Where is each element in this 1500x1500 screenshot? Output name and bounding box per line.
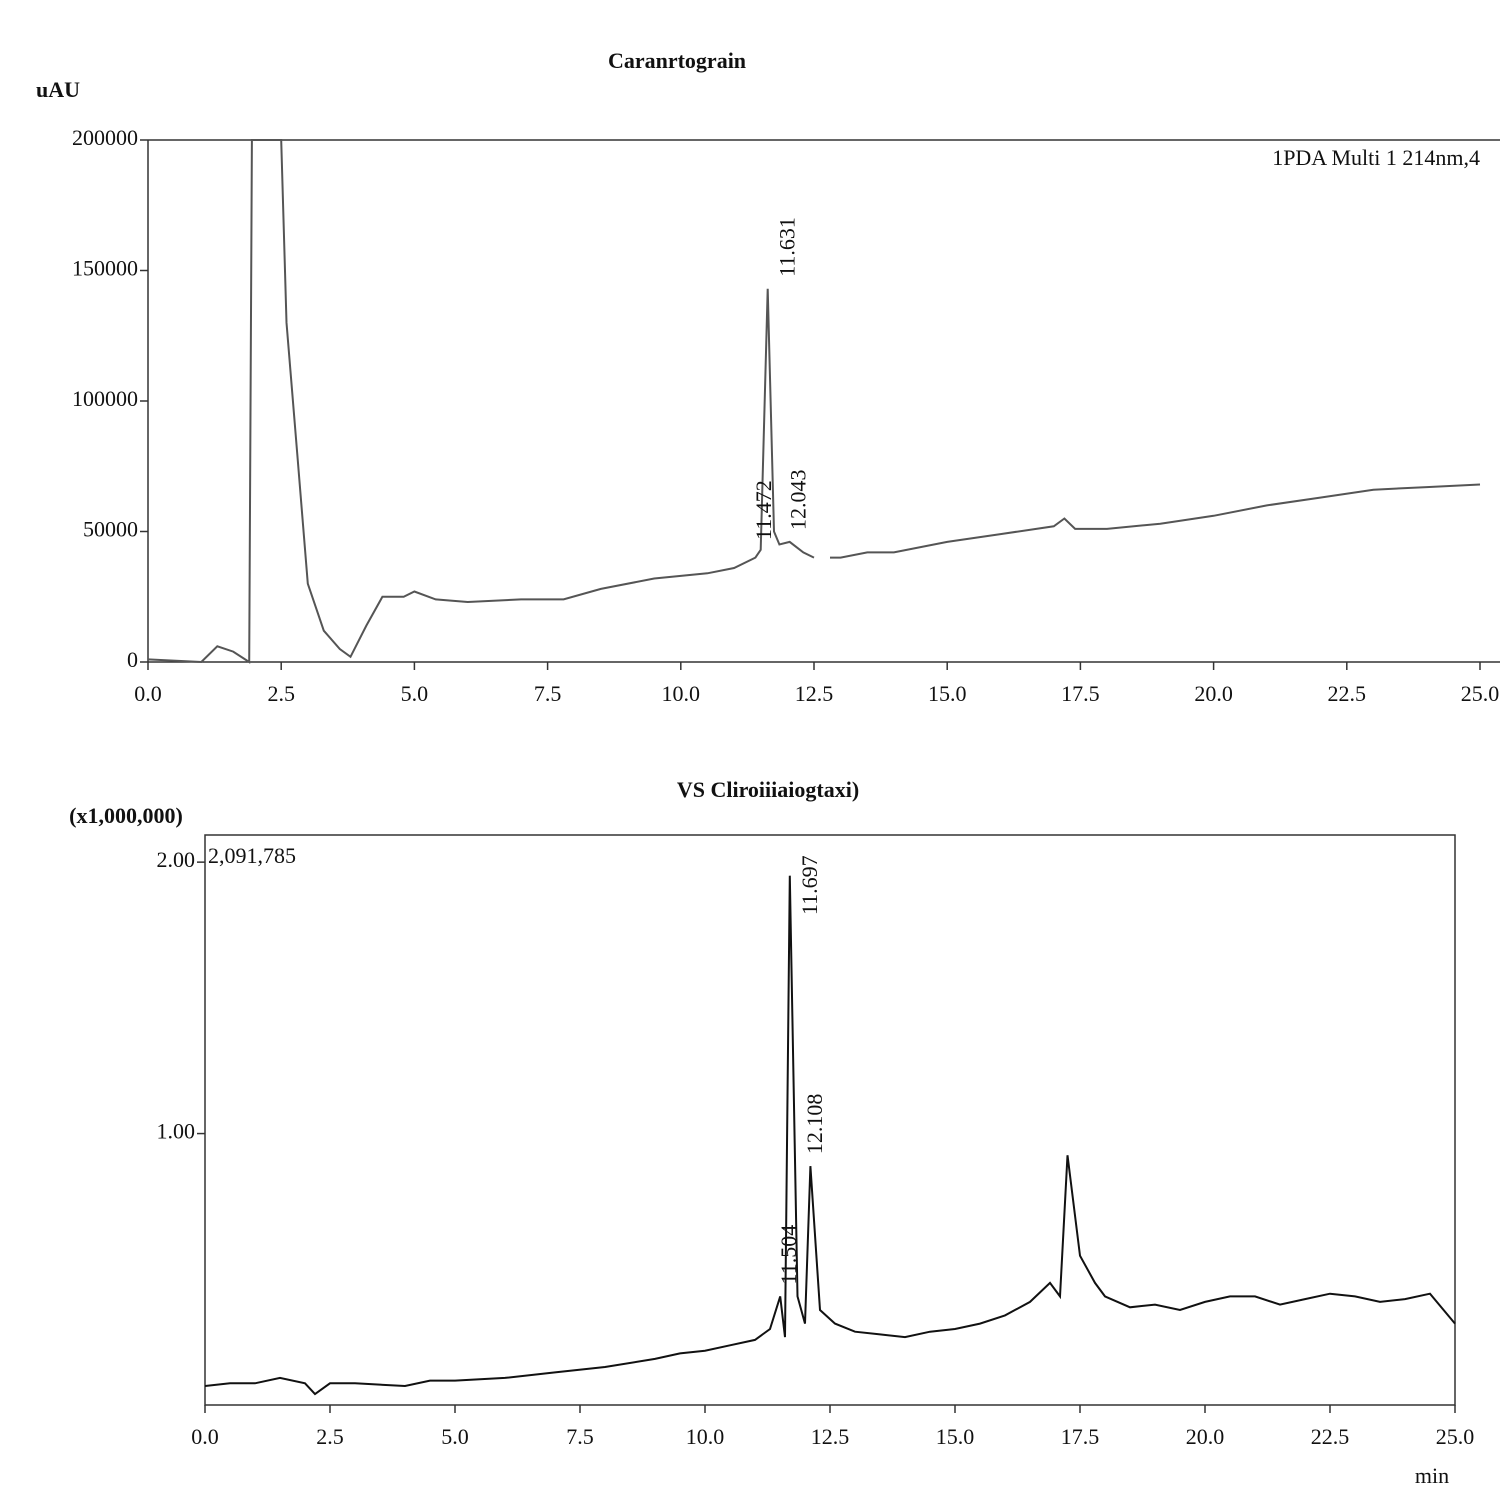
x-tick-label: 15.0 bbox=[928, 681, 967, 706]
y-axis-label: (x1,000,000) bbox=[69, 803, 183, 828]
peak-label: 12.108 bbox=[802, 1094, 827, 1155]
x-tick-label: 10.0 bbox=[686, 1424, 725, 1449]
x-tick-label: 22.5 bbox=[1328, 681, 1367, 706]
plot-area bbox=[148, 139, 1481, 664]
signal-line bbox=[148, 139, 1481, 664]
x-tick-label: 7.5 bbox=[534, 681, 562, 706]
x-tick-label: 17.5 bbox=[1061, 681, 1100, 706]
x-tick-label: 0.0 bbox=[134, 681, 162, 706]
y-tick-label: 0 bbox=[127, 647, 138, 672]
x-tick-label: 0.0 bbox=[191, 1424, 219, 1449]
y-tick-label: 50000 bbox=[83, 517, 138, 542]
x-tick-label: 15.0 bbox=[936, 1424, 975, 1449]
y-tick-label: 100000 bbox=[72, 386, 138, 411]
x-tick-label: 7.5 bbox=[566, 1424, 594, 1449]
plot-area bbox=[205, 875, 1456, 1396]
chart-title: Caranrtograin bbox=[608, 48, 746, 73]
peak-label: 11.472 bbox=[751, 480, 776, 540]
y-tick-label: 2.00 bbox=[157, 847, 196, 872]
y-tick-label: 150000 bbox=[72, 256, 138, 281]
x-tick-label: 2.5 bbox=[316, 1424, 344, 1449]
x-tick-label: 5.0 bbox=[441, 1424, 469, 1449]
x-axis-label: min bbox=[1415, 1463, 1449, 1488]
x-tick-label: 12.5 bbox=[795, 681, 834, 706]
peak-label: 11.697 bbox=[797, 855, 822, 915]
x-tick-label: 17.5 bbox=[1061, 1424, 1100, 1449]
x-tick-label: 20.0 bbox=[1186, 1424, 1225, 1449]
y-axis-label: uAU bbox=[36, 77, 80, 102]
chart-panel: Caranrtograin uAU 1PDA Multi 1 214nm,4 0 500… bbox=[36, 48, 1500, 706]
x-tick-label: 20.0 bbox=[1194, 681, 1233, 706]
x-tick-label: 10.0 bbox=[662, 681, 701, 706]
chart-title: VS Cliroiiiaiogtaxi) bbox=[677, 777, 859, 802]
x-tick-label: 2.5 bbox=[267, 681, 295, 706]
chart-panel: VS Cliroiiiaiogtaxi) (x1,000,000) 2,091,78… bbox=[69, 777, 1474, 1488]
peak-label: 11.631 bbox=[775, 217, 800, 277]
x-tick-label: 5.0 bbox=[401, 681, 429, 706]
x-tick-label: 25.0 bbox=[1436, 1424, 1475, 1449]
x-tick-label: 25.0 bbox=[1461, 681, 1500, 706]
x-tick-label: 22.5 bbox=[1311, 1424, 1350, 1449]
y-tick-label: 1.00 bbox=[157, 1119, 196, 1144]
annotation: 2,091,785 bbox=[208, 843, 296, 868]
annotation: 1PDA Multi 1 214nm,4 bbox=[1272, 145, 1480, 170]
y-tick-label: 200000 bbox=[72, 125, 138, 150]
signal-line bbox=[205, 875, 1456, 1396]
peak-label: 12.043 bbox=[786, 469, 811, 530]
x-tick-label: 12.5 bbox=[811, 1424, 850, 1449]
peak-label: 11.504 bbox=[776, 1225, 801, 1285]
